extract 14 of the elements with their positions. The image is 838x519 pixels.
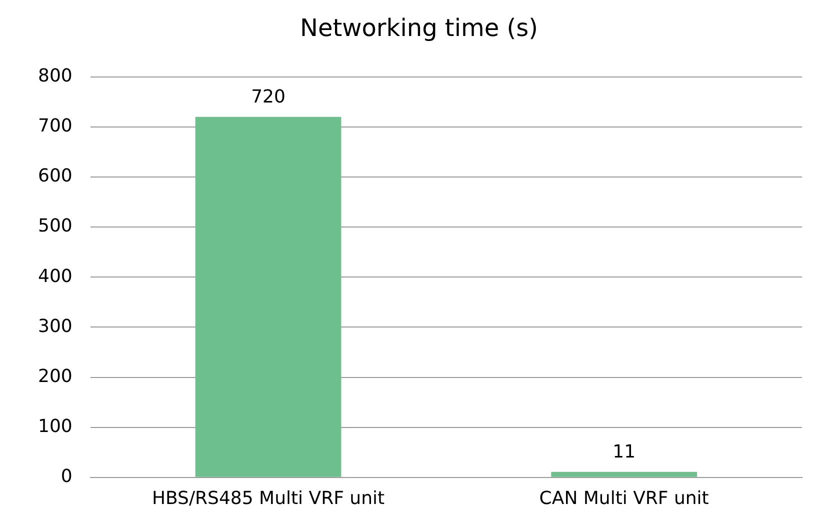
y-tick-label: 500 <box>38 216 72 237</box>
chart-title: Networking time (s) <box>298 14 540 44</box>
y-tick-label: 0 <box>60 466 72 488</box>
data-label: 720 <box>251 86 286 108</box>
x-tick-label: CAN Multi VRF unit <box>539 488 709 509</box>
y-tick-label: 600 <box>38 166 72 187</box>
y-tick-label: 800 <box>38 65 72 86</box>
y-tick-label: 300 <box>38 316 72 337</box>
y-tick-label: 700 <box>38 116 72 137</box>
data-label: 11 <box>612 442 636 463</box>
x-tick-label: HBS/RS485 Multi VRF unit <box>152 488 385 509</box>
y-tick-label: 400 <box>38 266 72 287</box>
y-tick-label: 100 <box>38 416 72 437</box>
y-tick-label: 200 <box>38 366 72 387</box>
